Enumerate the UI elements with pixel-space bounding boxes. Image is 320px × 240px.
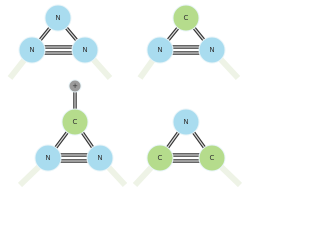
atom-label: C — [184, 14, 189, 22]
atom — [44, 4, 72, 32]
atom — [172, 4, 200, 32]
atom — [146, 144, 174, 172]
atom — [71, 36, 99, 64]
atom — [18, 36, 46, 64]
atom — [34, 144, 62, 172]
atom-label: N — [45, 154, 50, 162]
atom — [86, 144, 114, 172]
atom-label: N — [82, 46, 87, 54]
atom-label: N — [55, 14, 60, 22]
atom — [198, 36, 226, 64]
atom-label: N — [157, 46, 162, 54]
atom-label: C — [73, 118, 78, 126]
atom — [61, 108, 89, 136]
molecule: + C N N — [34, 79, 114, 172]
atom-label: C — [158, 154, 163, 162]
atom-label: N — [209, 46, 214, 54]
atom-label: + — [72, 82, 78, 90]
atom — [198, 144, 226, 172]
atom — [172, 108, 200, 136]
atom-label: N — [97, 154, 102, 162]
molecule: N N N — [18, 4, 99, 64]
background-ghosts — [7, 47, 243, 188]
atom-label: C — [210, 154, 215, 162]
atom-label: N — [29, 46, 34, 54]
atom — [68, 79, 82, 93]
atom-label: N — [183, 118, 188, 126]
atom — [146, 36, 174, 64]
molecule: N C C — [146, 108, 226, 172]
molecule-diagram: N N N C N N + C N N N C C — [7, 4, 243, 188]
molecule: C N N — [146, 4, 226, 64]
